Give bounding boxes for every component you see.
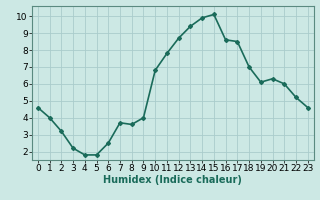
X-axis label: Humidex (Indice chaleur): Humidex (Indice chaleur) <box>103 175 242 185</box>
